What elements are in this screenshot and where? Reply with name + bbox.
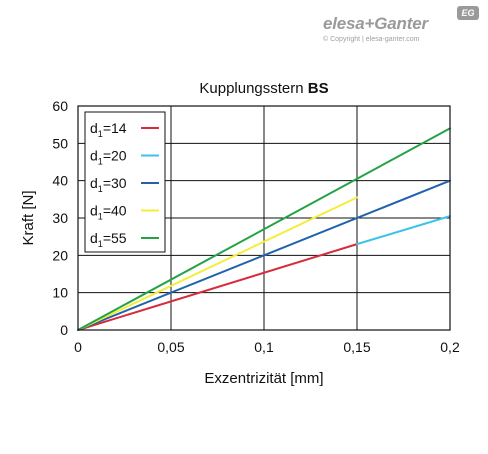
- series-line-d1=14: [356, 215, 451, 246]
- series-line-d1=30: [77, 179, 451, 331]
- legend-label: d1=55: [90, 230, 127, 249]
- y-tick-label: 10: [52, 285, 68, 301]
- series-line-d1=40: [77, 196, 358, 331]
- y-tick-label: 20: [52, 247, 68, 263]
- y-tick-label: 60: [52, 98, 68, 114]
- x-axis-label: Exzentrizität [mm]: [204, 370, 323, 387]
- chart-title: Kupplungsstern BS: [199, 80, 328, 97]
- legend: d1=14 d1=20 d1=30 d1=40 d1=55: [84, 111, 166, 253]
- legend-label: d1=20: [90, 148, 127, 167]
- x-tick-label: 0,2: [440, 339, 460, 355]
- series-lines: [77, 127, 451, 331]
- tick-labels: 0 0,05 0,1 0,15 0,2 0 10 20 30 40 50 60: [52, 98, 460, 355]
- x-tick-label: 0,1: [254, 339, 274, 355]
- series-line-d1=14: [77, 243, 358, 331]
- x-tick-label: 0: [74, 339, 82, 355]
- y-tick-label: 30: [52, 210, 68, 226]
- brand-name: elesa+Ganter: [323, 14, 428, 33]
- y-tick-label: 50: [52, 135, 68, 151]
- x-tick-label: 0,15: [343, 339, 370, 355]
- chart-title-bold: BS: [308, 80, 329, 97]
- brand-logo: elesa+Ganter EG © Copyright | elesa-gant…: [323, 6, 479, 50]
- x-tick-label: 0,05: [157, 339, 184, 355]
- brand-copyright: © Copyright | elesa-ganter.com: [323, 36, 420, 43]
- brand-badge: EG: [457, 6, 479, 20]
- legend-label: d1=40: [90, 203, 127, 222]
- legend-label: d1=14: [90, 120, 127, 139]
- chart-title-prefix: Kupplungsstern: [199, 80, 307, 97]
- y-axis-label: Kraft [N]: [20, 190, 37, 245]
- plot-border: [77, 105, 451, 331]
- series-line-d1=55: [77, 127, 451, 331]
- y-tick-label: 0: [60, 322, 68, 338]
- legend-label: d1=30: [90, 175, 127, 194]
- plot-frame: [77, 105, 451, 331]
- y-tick-label: 40: [52, 173, 68, 189]
